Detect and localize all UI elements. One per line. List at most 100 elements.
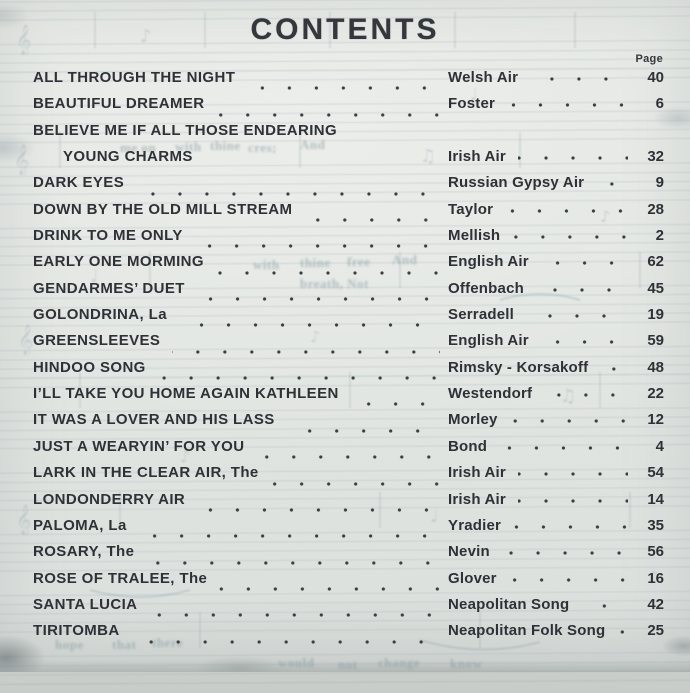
page-number: 6	[655, 95, 664, 113]
dot-leader	[513, 523, 628, 530]
composer-cell: Glover 16	[448, 570, 664, 587]
composer-cell: Irish Air 32	[448, 148, 664, 165]
page-number: 28	[647, 200, 664, 218]
composer-cell: Neapolitan Folk Song 25	[448, 622, 664, 639]
dot-leader	[544, 392, 628, 399]
page-number: 35	[647, 516, 664, 534]
page-number: 42	[647, 595, 664, 613]
ghost-bleed-text: know	[450, 656, 483, 671]
dot-leader	[270, 480, 440, 487]
dot-leader	[178, 322, 440, 329]
composer-cell: English Air 62	[448, 253, 664, 270]
page-number: 56	[647, 543, 664, 561]
dot-leader	[540, 339, 628, 346]
dot-leader	[247, 85, 440, 92]
composer-name: Rimsky - Korsakoff	[448, 358, 589, 376]
toc-row: YOUNG CHARMS Irish Air 32	[33, 148, 664, 174]
song-title: GOLONDRINA, La	[33, 306, 167, 324]
song-title: LARK IN THE CLEAR AIR, The	[33, 464, 259, 482]
song-title: GENDARMES’ DUET	[33, 279, 185, 297]
dot-leader	[512, 234, 628, 241]
composer-name: Foster	[448, 95, 496, 113]
song-title: LONDONDERRY AIR	[33, 490, 186, 508]
song-title: ROSARY, The	[33, 543, 135, 561]
composer-name: Yradier	[448, 516, 502, 534]
page-number: 48	[647, 358, 664, 376]
toc-row: DOWN BY THE OLD MILL STREAM Taylor 28	[33, 201, 664, 227]
composer-cell: Russian Gypsy Air 9	[448, 174, 664, 191]
dot-leader	[508, 576, 628, 583]
ghost-bleed-text: would	[278, 655, 315, 670]
composer-cell: Taylor 28	[448, 201, 664, 218]
page-column-label: Page	[635, 53, 663, 65]
composer-name: Neapolitan Folk Song	[448, 622, 606, 640]
page-number: 22	[647, 385, 664, 403]
dot-leader	[205, 164, 440, 170]
song-title: SANTA LUCIA	[33, 595, 138, 613]
toc-row: JUST A WEARYIN’ FOR YOU Bond 4	[33, 438, 664, 464]
song-title: BEAUTIFUL DREAMER	[33, 95, 205, 113]
dot-leader	[617, 629, 628, 636]
toc-row: BEAUTIFUL DREAMER Foster 6	[33, 95, 664, 121]
composer-name: Mellish	[448, 227, 501, 245]
dot-leader	[507, 102, 628, 109]
dot-leader	[509, 418, 628, 425]
toc-row: ALL THROUGH THE NIGHT Welsh Air 40	[33, 69, 664, 95]
composer-cell: Serradell 19	[448, 306, 664, 323]
composer-name: English Air	[448, 332, 529, 350]
dot-leader	[131, 638, 440, 645]
composer-name: Irish Air	[448, 464, 506, 482]
toc-row: I’LL TAKE YOU HOME AGAIN KATHLEEN Westen…	[33, 385, 664, 411]
page-number: 12	[647, 411, 664, 429]
song-title: PALOMA, La	[33, 516, 127, 534]
toc-row: EARLY ONE MORMING English Air 62	[33, 253, 664, 279]
composer-name: Nevin	[448, 543, 490, 561]
page-number: 59	[647, 332, 664, 350]
toc-row: DARK EYES Russian Gypsy Air 9	[33, 174, 664, 200]
composer-cell: Neapolitan Song 42	[448, 596, 664, 613]
ghost-music-note-icon: 𝄞	[14, 144, 29, 176]
toc-row: LARK IN THE CLEAR AIR, The Irish Air 54	[33, 464, 664, 490]
composer-name: Neapolitan Song	[448, 595, 570, 613]
toc-row: GENDARMES’ DUET Offenbach 45	[33, 280, 664, 306]
toc-row: GREENSLEEVES English Air 59	[33, 332, 664, 358]
composer-cell: Offenbach 45	[448, 280, 664, 297]
composer-name: Glover	[448, 569, 497, 587]
dot-leader	[138, 533, 440, 540]
song-title: IT WAS A LOVER AND HIS LASS	[33, 411, 275, 429]
composer-name: Offenbach	[448, 279, 524, 297]
song-title: BELIEVE ME IF ALL THOSE ENDEARING	[33, 121, 338, 139]
song-title: ALL THROUGH THE NIGHT	[33, 69, 236, 86]
dot-leader	[505, 207, 628, 214]
composer-cell: Welsh Air 40	[448, 69, 664, 86]
song-title: ROSE OF TRALEE, The	[33, 569, 208, 587]
toc-row: ROSE OF TRALEE, The Glover 16	[33, 570, 664, 596]
song-title: JUST A WEARYIN’ FOR YOU	[33, 437, 245, 455]
ghost-music-note-icon: 𝄞	[18, 324, 33, 356]
toc-row: BELIEVE ME IF ALL THOSE ENDEARING	[33, 122, 664, 148]
dot-leader	[216, 111, 440, 118]
dot-leader	[194, 243, 440, 250]
song-title: YOUNG CHARMS	[63, 148, 193, 166]
toc-row: LONDONDERRY AIR Irish Air 14	[33, 491, 664, 517]
composer-cell: Yradier 35	[448, 517, 664, 534]
composer-cell: Foster 6	[448, 95, 664, 112]
dot-leader	[146, 559, 440, 566]
dot-leader	[149, 612, 440, 619]
composer-name: Taylor	[448, 200, 494, 218]
dot-leader	[499, 444, 628, 451]
page-number: 45	[647, 279, 664, 297]
composer-cell: Irish Air 14	[448, 491, 664, 508]
song-title: HINDOO SONG	[33, 358, 146, 376]
dot-leader	[172, 348, 440, 355]
dot-leader	[581, 602, 628, 609]
dot-leader	[526, 313, 628, 320]
page-title: CONTENTS	[250, 13, 440, 46]
dot-leader	[256, 454, 440, 461]
dot-leader	[197, 506, 440, 513]
dot-leader	[157, 375, 440, 382]
composer-cell: English Air 59	[448, 332, 664, 349]
song-title: TIRITOMBA	[33, 622, 120, 640]
song-title: DRINK TO ME ONLY	[33, 227, 183, 245]
